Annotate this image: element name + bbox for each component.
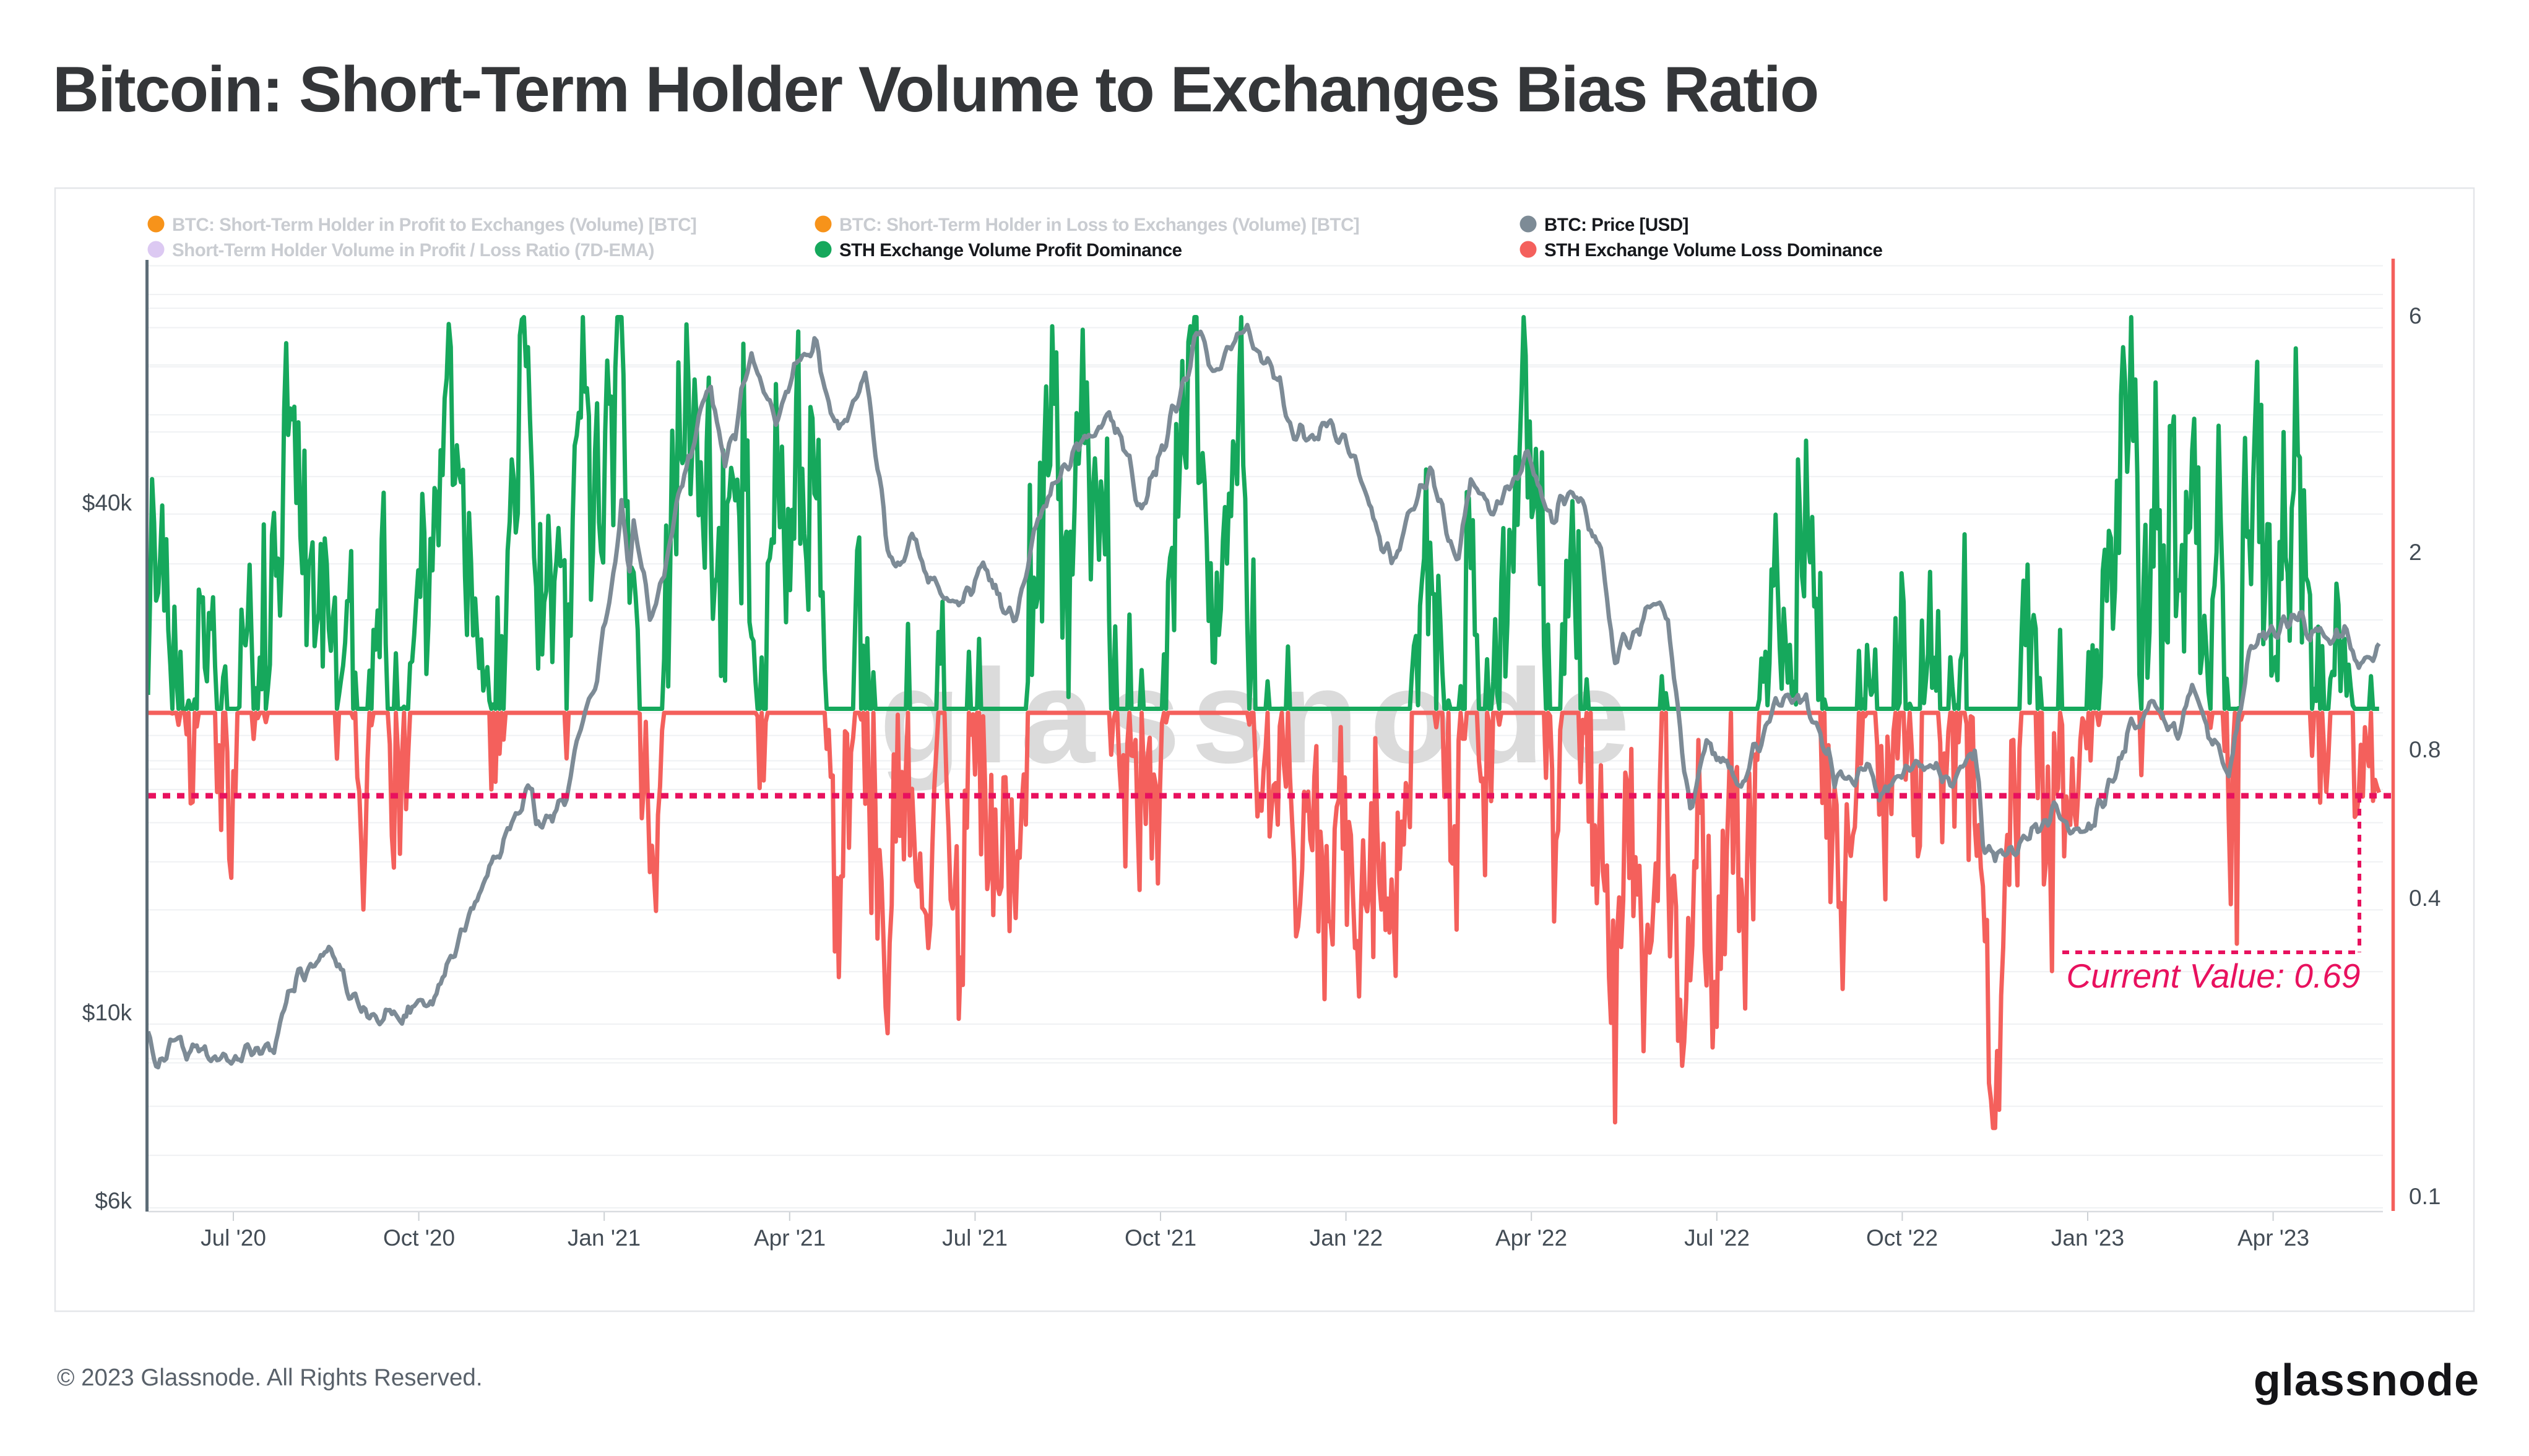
svg-text:Current Value: 0.69: Current Value: 0.69 [2067,957,2361,995]
svg-text:Bitcoin: Short-Term Holder Vol: Bitcoin: Short-Term Holder Volume to Exc… [53,54,1818,126]
svg-text:BTC: Price [USD]: BTC: Price [USD] [1544,215,1688,235]
svg-text:glassnode: glassnode [2254,1356,2479,1405]
svg-text:0.1: 0.1 [2409,1184,2440,1209]
svg-text:STH Exchange Volume Profit Dom: STH Exchange Volume Profit Dominance [839,240,1182,261]
svg-text:Jul '20: Jul '20 [201,1225,266,1251]
svg-text:Oct '22: Oct '22 [1866,1225,1938,1251]
svg-text:Jan '21: Jan '21 [568,1225,641,1251]
svg-text:2: 2 [2409,540,2422,565]
svg-text:Jan '22: Jan '22 [1310,1225,1383,1251]
svg-text:Jul '21: Jul '21 [942,1225,1008,1251]
svg-text:glassnode: glassnode [880,641,1641,791]
svg-text:Apr '22: Apr '22 [1495,1225,1567,1251]
svg-text:$10k: $10k [82,1000,132,1025]
svg-text:© 2023 Glassnode. All Rights R: © 2023 Glassnode. All Rights Reserved. [57,1364,483,1391]
svg-text:Jul '22: Jul '22 [1684,1225,1750,1251]
svg-text:Short-Term Holder Volume in Pr: Short-Term Holder Volume in Profit / Los… [172,240,654,261]
svg-text:Oct '21: Oct '21 [1125,1225,1196,1251]
svg-text:6: 6 [2409,303,2422,329]
svg-text:$40k: $40k [82,490,132,515]
svg-text:Jan '23: Jan '23 [2051,1225,2124,1251]
svg-text:0.8: 0.8 [2409,737,2440,762]
svg-text:Oct '20: Oct '20 [383,1225,455,1251]
svg-text:$6k: $6k [95,1188,132,1213]
svg-text:BTC: Short-Term Holder in Prof: BTC: Short-Term Holder in Profit to Exch… [172,215,696,235]
svg-text:Apr '21: Apr '21 [754,1225,826,1251]
svg-text:BTC: Short-Term Holder in Loss: BTC: Short-Term Holder in Loss to Exchan… [839,215,1359,235]
svg-text:Apr '23: Apr '23 [2237,1225,2309,1251]
svg-text:STH Exchange Volume Loss Domin: STH Exchange Volume Loss Dominance [1544,240,1882,261]
svg-text:0.4: 0.4 [2409,885,2440,911]
